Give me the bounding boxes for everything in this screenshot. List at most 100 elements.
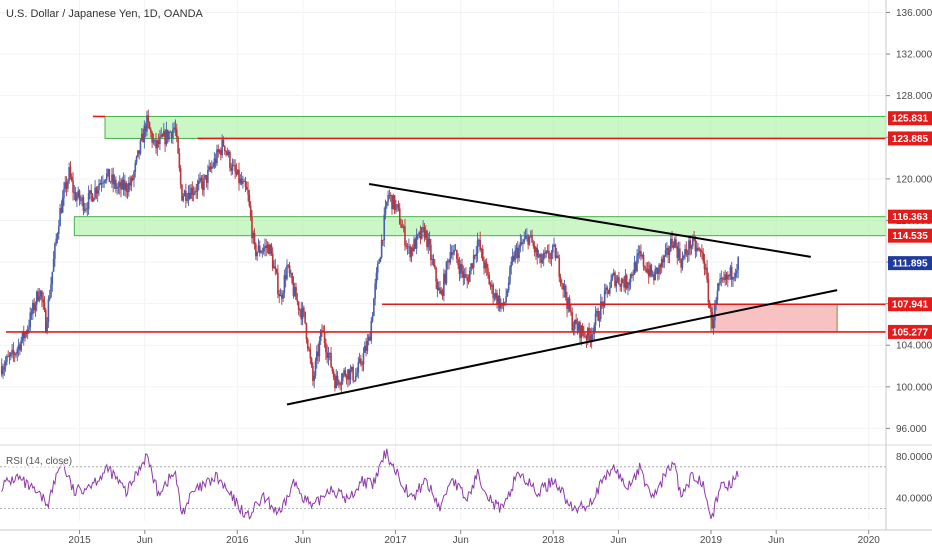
candle-body (387, 194, 389, 202)
candle-body (125, 182, 128, 191)
candle-body (112, 174, 115, 185)
candle-body (717, 283, 720, 291)
candle-body (730, 266, 733, 280)
candle-body (562, 283, 564, 290)
candle-body (435, 267, 437, 282)
candle-body (526, 235, 528, 236)
candle-body (446, 260, 449, 262)
candle-body (535, 247, 537, 253)
candle-body (406, 246, 409, 248)
candle-body (647, 269, 650, 277)
candle-body (143, 125, 146, 143)
candle-body (34, 304, 37, 311)
candle-body (439, 287, 441, 294)
candle-body (148, 122, 151, 130)
candle-body (247, 189, 249, 195)
candle-body (173, 127, 175, 130)
candle-body (459, 264, 462, 274)
candle-body (478, 239, 480, 241)
candle-body (99, 182, 102, 185)
candle-body (91, 194, 94, 202)
candle-body (304, 311, 306, 324)
candle-body (589, 335, 592, 341)
candle-body (541, 259, 544, 264)
candle-body (428, 238, 431, 245)
candle-body (126, 190, 129, 193)
candle-body (115, 179, 117, 189)
candle-body (199, 177, 201, 181)
candle-body (370, 321, 373, 341)
candle-body (397, 204, 400, 209)
candle-body (706, 267, 708, 280)
candle-body (52, 258, 55, 272)
candle-body (644, 266, 646, 269)
time-tick-label: Jun (610, 535, 626, 546)
candle-body (229, 151, 231, 168)
candle-body (542, 252, 545, 260)
candle-body (418, 231, 421, 235)
candle-body (382, 239, 384, 241)
candle-body (121, 179, 124, 190)
candle-body (301, 307, 304, 320)
candle-body (664, 250, 667, 256)
candle-body (340, 381, 343, 385)
candle-body (33, 302, 35, 311)
price-tag-bg (888, 111, 932, 126)
candle-body (265, 245, 268, 249)
candle-body (456, 250, 458, 260)
candle-body (624, 275, 627, 288)
candle-body (240, 178, 243, 184)
candle-body (719, 279, 721, 284)
candle-body (405, 245, 408, 247)
candle-body (690, 246, 693, 249)
candle-body (393, 195, 396, 211)
candle-body (306, 339, 309, 349)
price-tick-label: 132.000 (896, 50, 932, 61)
candle-body (204, 175, 207, 178)
candle-body (208, 166, 210, 171)
candle-body (695, 247, 698, 252)
candle-body (736, 269, 738, 274)
price-tick-label: 136.000 (896, 8, 932, 19)
candle-body (685, 249, 688, 254)
candle-body (485, 262, 488, 268)
candle-body (681, 258, 684, 268)
price-candles (0, 109, 739, 393)
candle-body (507, 282, 510, 291)
price-tag-bg (888, 131, 932, 146)
candle-body (244, 181, 247, 187)
candle-body (365, 345, 367, 351)
candle-body (481, 248, 484, 261)
candle-body (720, 277, 723, 280)
candle-body (218, 150, 221, 153)
candle-body (300, 309, 303, 320)
candle-body (506, 290, 509, 297)
candle-body (214, 158, 217, 164)
candle-body (74, 192, 77, 201)
candle-body (164, 131, 166, 145)
candle-body (474, 255, 476, 257)
candle-body (505, 296, 507, 303)
candle-body (185, 190, 187, 201)
candle-body (445, 261, 448, 284)
candle-body (672, 245, 675, 248)
candle-body (554, 244, 557, 259)
candle-body (540, 254, 542, 264)
candle-body (48, 297, 51, 300)
candle-body (475, 253, 478, 257)
candle-body (315, 351, 318, 361)
trendline (286, 289, 838, 406)
candle-body (271, 253, 274, 269)
candle-body (415, 234, 418, 249)
candle-body (383, 214, 386, 241)
time-tick-label: 2016 (226, 535, 249, 546)
time-axis[interactable]: 2015 Jun 2016 Jun 2017 Jun 2018 Jun 2019 Jun 2020 (0, 529, 932, 546)
candle-body (702, 252, 704, 261)
candle-body (497, 295, 500, 305)
candle-body (462, 271, 465, 278)
price-tag-label: 114.535 (892, 231, 928, 242)
candle-body (421, 227, 423, 239)
candle-body (3, 366, 6, 370)
candle-body (131, 177, 134, 180)
